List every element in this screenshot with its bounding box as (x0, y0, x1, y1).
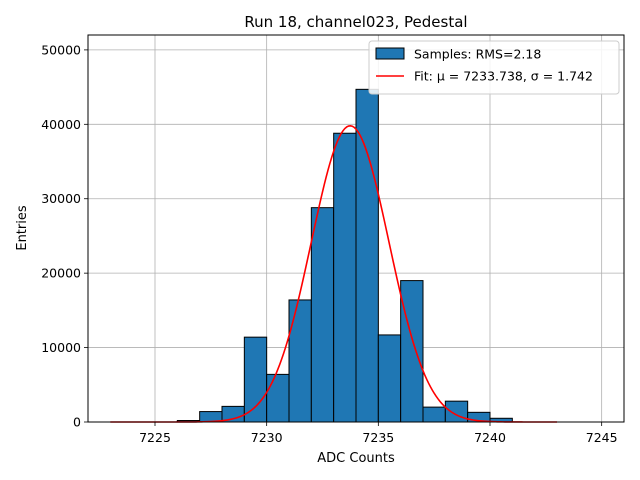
histogram-bar (266, 373, 290, 423)
legend: Samples: RMS=2.18 Fit: μ = 7233.738, σ =… (368, 40, 620, 95)
chart-title: Run 18, channel023, Pedestal (244, 13, 467, 31)
plot-frame (87, 34, 625, 423)
legend-samples-swatch (375, 47, 405, 60)
histogram-bar (422, 406, 446, 423)
y-tick-label: 0 (73, 415, 81, 430)
histogram-bar (400, 280, 424, 423)
x-tick-label: 7225 (139, 430, 171, 445)
histogram-bar (288, 299, 312, 423)
y-tick-label: 50000 (41, 42, 81, 57)
x-tick-label: 7230 (251, 430, 283, 445)
x-tick-label: 7245 (586, 430, 618, 445)
x-tick-label: 7240 (474, 430, 506, 445)
y-axis-label: Entries (15, 205, 30, 251)
x-axis-ticks: 7225 7230 7235 7240 7245 (139, 422, 618, 445)
y-tick-label: 10000 (41, 340, 81, 355)
histogram-bar (444, 400, 469, 423)
histogram-bar (377, 334, 402, 423)
x-axis-label: ADC Counts (317, 451, 395, 466)
histogram-bar (310, 207, 335, 423)
legend-fit-label: Fit: μ = 7233.738, σ = 1.742 (414, 69, 593, 84)
histogram-bar (243, 336, 268, 423)
histogram-bar (355, 88, 379, 423)
y-axis-ticks: 0 10000 20000 30000 40000 50000 (41, 42, 88, 430)
legend-samples-label: Samples: RMS=2.18 (414, 47, 541, 62)
legend-box (368, 40, 620, 95)
histogram-bar (333, 132, 357, 423)
y-tick-label: 40000 (41, 117, 81, 132)
x-tick-label: 7235 (362, 430, 394, 445)
y-tick-label: 30000 (41, 191, 81, 206)
y-tick-label: 20000 (41, 266, 81, 281)
